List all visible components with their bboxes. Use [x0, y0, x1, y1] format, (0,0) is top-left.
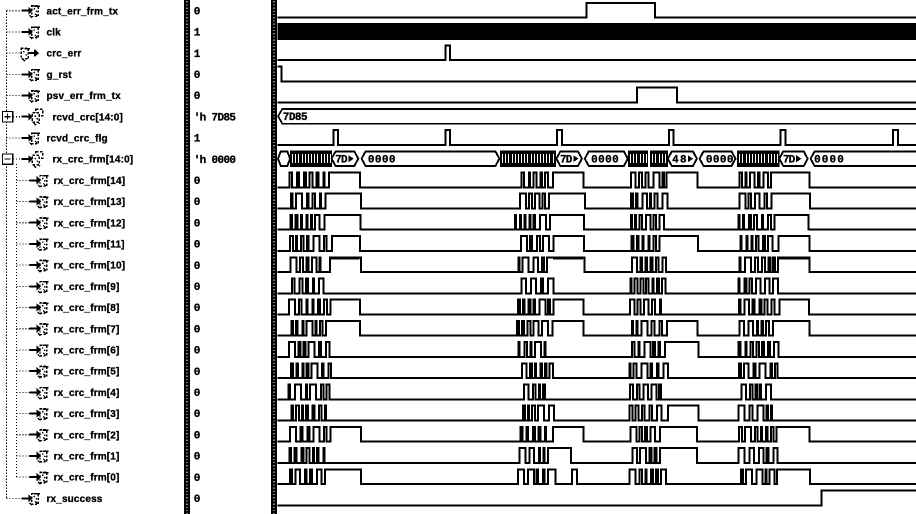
svg-text:0: 0: [194, 240, 200, 252]
svg-text:0: 0: [194, 409, 200, 421]
svg-text:0: 0: [194, 282, 200, 294]
svg-text:0: 0: [194, 70, 200, 82]
svg-text:0: 0: [194, 303, 200, 315]
svg-text:0: 0: [194, 452, 200, 464]
svg-text:0: 0: [194, 494, 200, 506]
svg-text:0000: 0000: [706, 155, 734, 167]
svg-text:7D: 7D: [783, 155, 796, 167]
svg-text:rx_crc_frm[2]: rx_crc_frm[2]: [54, 430, 120, 441]
svg-text:0: 0: [194, 367, 200, 379]
svg-text:0000: 0000: [591, 155, 619, 167]
svg-text:clk: clk: [47, 28, 62, 39]
svg-text:rx_crc_frm[7]: rx_crc_frm[7]: [54, 324, 120, 335]
svg-text:g_rst: g_rst: [47, 70, 73, 81]
svg-text:rx_crc_frm[0]: rx_crc_frm[0]: [54, 473, 120, 484]
svg-text:rx_crc_frm[14:0]: rx_crc_frm[14:0]: [53, 155, 134, 166]
svg-text:0: 0: [194, 430, 200, 442]
svg-text:0000: 0000: [368, 155, 396, 167]
svg-text:0: 0: [194, 218, 200, 230]
svg-text:rx_crc_frm[11]: rx_crc_frm[11]: [54, 240, 125, 251]
svg-text:rx_crc_frm[6]: rx_crc_frm[6]: [54, 346, 120, 357]
svg-text:rx_crc_frm[10]: rx_crc_frm[10]: [54, 261, 126, 272]
svg-text:0: 0: [194, 197, 200, 209]
svg-text:rx_success: rx_success: [47, 494, 103, 505]
svg-text:rx_crc_frm[9]: rx_crc_frm[9]: [54, 282, 120, 293]
svg-text:rcvd_crc[14:0]: rcvd_crc[14:0]: [53, 112, 123, 123]
svg-text:psv_err_frm_tx: psv_err_frm_tx: [47, 91, 122, 102]
svg-text:0000: 0000: [814, 155, 845, 167]
svg-text:0: 0: [194, 261, 200, 273]
svg-text:7D: 7D: [335, 155, 348, 167]
svg-text:1: 1: [194, 49, 201, 61]
svg-text:rcvd_crc_flg: rcvd_crc_flg: [47, 134, 108, 145]
svg-text:0: 0: [194, 346, 200, 358]
svg-text:rx_crc_frm[14]: rx_crc_frm[14]: [54, 176, 126, 187]
svg-text:7D: 7D: [560, 155, 573, 167]
svg-text:rx_crc_frm[12]: rx_crc_frm[12]: [54, 218, 126, 229]
svg-text:'h 7D85: 'h 7D85: [194, 112, 237, 124]
svg-text:'h 0000: 'h 0000: [194, 155, 236, 167]
svg-text:0: 0: [194, 6, 200, 18]
svg-text:0: 0: [194, 91, 200, 103]
svg-text:48: 48: [672, 155, 688, 167]
svg-text:act_err_frm_tx: act_err_frm_tx: [47, 6, 119, 17]
svg-text:rx_crc_frm[5]: rx_crc_frm[5]: [54, 367, 120, 378]
svg-text:0: 0: [194, 324, 200, 336]
svg-text:crc_err: crc_err: [47, 49, 82, 60]
svg-text:0: 0: [194, 388, 200, 400]
svg-text:rx_crc_frm[13]: rx_crc_frm[13]: [54, 197, 126, 208]
svg-text:7D85: 7D85: [283, 112, 308, 124]
svg-text:1: 1: [194, 134, 201, 146]
svg-text:rx_crc_frm[4]: rx_crc_frm[4]: [54, 388, 120, 399]
svg-text:0: 0: [194, 473, 200, 485]
svg-text:rx_crc_frm[8]: rx_crc_frm[8]: [54, 303, 120, 314]
svg-text:rx_crc_frm[3]: rx_crc_frm[3]: [54, 409, 120, 420]
svg-text:rx_crc_frm[1]: rx_crc_frm[1]: [54, 452, 120, 463]
svg-text:1: 1: [194, 28, 201, 40]
svg-text:0: 0: [194, 176, 200, 188]
